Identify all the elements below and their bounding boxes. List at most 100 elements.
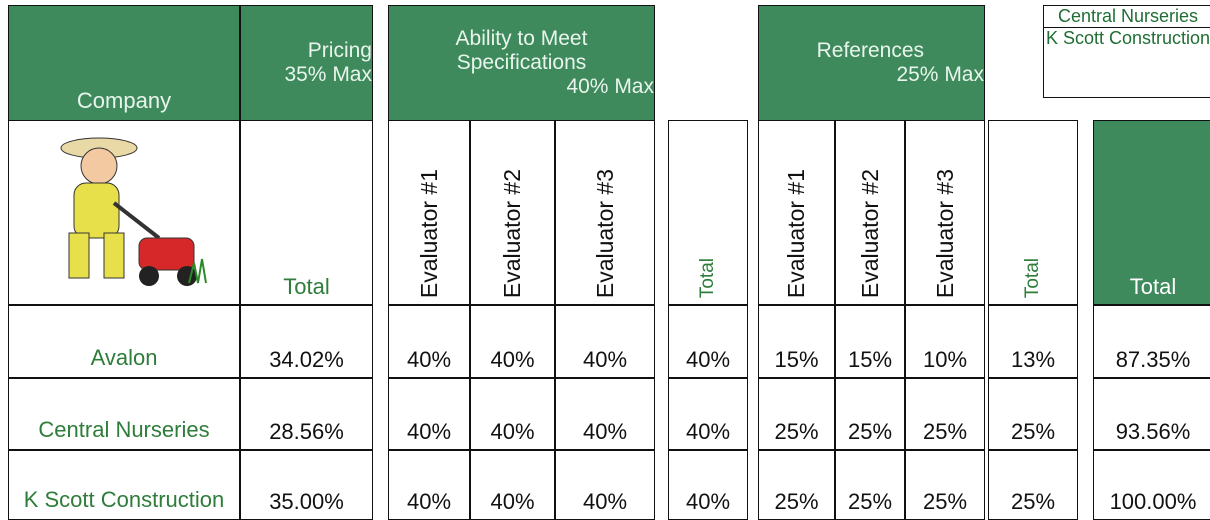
value-cell: 40% [668, 305, 748, 378]
company-cell: K Scott Construction [8, 450, 240, 520]
header-max: 40% Max [566, 75, 654, 99]
value-text: 25% [848, 489, 892, 515]
legend-item: Central Nurseries [1044, 6, 1210, 28]
value-text: 15% [848, 347, 892, 373]
value-cell: 93.56% [1093, 378, 1210, 450]
subheader-text: Total [1022, 252, 1044, 304]
value-text: 40% [407, 489, 451, 515]
subheader-cell: Total [668, 120, 748, 305]
subheader-text: Evaluator #3 [932, 163, 959, 304]
header-max: 25% Max [896, 63, 984, 87]
value-text: 40% [583, 347, 627, 373]
subheader-cell: Evaluator #3 [555, 120, 655, 305]
company-cell: Central Nurseries [8, 378, 240, 450]
mower-cartoon [29, 128, 219, 298]
value-text: 15% [774, 347, 818, 373]
value-cell: 100.00% [1093, 450, 1210, 520]
subheader-cell: Total [988, 120, 1078, 305]
value-cell: 40% [470, 305, 555, 378]
value-cell: 40% [555, 305, 655, 378]
value-text: 13% [1011, 347, 1055, 373]
value-cell: 25% [988, 378, 1078, 450]
value-cell: 40% [470, 450, 555, 520]
subheader-text: Total [283, 274, 329, 300]
subheader-cell: Evaluator #1 [758, 120, 835, 305]
header-text: Ability to Meet Specifications [389, 27, 654, 75]
value-cell: 15% [758, 305, 835, 378]
value-text: 87.35% [1116, 347, 1191, 373]
value-text: 25% [774, 419, 818, 445]
company-cell: Avalon [8, 305, 240, 378]
subheader-cell: Evaluator #3 [905, 120, 985, 305]
value-cell: 40% [668, 450, 748, 520]
value-text: 40% [490, 489, 534, 515]
company-name: Central Nurseries [30, 416, 217, 445]
value-cell: 25% [988, 450, 1078, 520]
value-cell: 40% [388, 450, 470, 520]
company-name: K Scott Construction [16, 486, 233, 515]
value-cell: 40% [470, 378, 555, 450]
value-cell: 25% [758, 450, 835, 520]
value-cell: 10% [905, 305, 985, 378]
subheader-text: Total [1130, 274, 1176, 300]
value-cell: 25% [835, 450, 905, 520]
value-cell: 25% [758, 378, 835, 450]
subheader-cell: Total [240, 120, 373, 305]
value-cell: 40% [668, 378, 748, 450]
value-text: 40% [407, 347, 451, 373]
subheader-text: Evaluator #3 [592, 163, 619, 304]
header-max: 35% Max [284, 63, 372, 87]
legend-box: Central Nurseries K Scott Construction [1043, 5, 1210, 98]
subheader-cell: Evaluator #2 [835, 120, 905, 305]
value-cell: 28.56% [240, 378, 373, 450]
value-text: 25% [848, 419, 892, 445]
value-text: 25% [1011, 419, 1055, 445]
value-text: 93.56% [1116, 419, 1191, 445]
subheader-cell: Evaluator #2 [470, 120, 555, 305]
legend-item: K Scott Construction [1044, 28, 1210, 49]
value-text: 10% [923, 347, 967, 373]
logo-cell [8, 120, 240, 305]
value-cell: 40% [388, 378, 470, 450]
subheader-text: Evaluator #1 [416, 163, 443, 304]
value-cell: 40% [388, 305, 470, 378]
value-cell: 13% [988, 305, 1078, 378]
value-cell: 40% [555, 450, 655, 520]
value-text: 25% [1011, 489, 1055, 515]
value-text: 40% [583, 489, 627, 515]
value-cell: 35.00% [240, 450, 373, 520]
header-text: Company [77, 88, 171, 116]
subheader-cell: Evaluator #1 [388, 120, 470, 305]
value-text: 40% [407, 419, 451, 445]
value-cell: 34.02% [240, 305, 373, 378]
value-text: 40% [583, 419, 627, 445]
header-text: References [758, 39, 984, 63]
value-cell: 87.35% [1093, 305, 1210, 378]
header-text: Pricing [308, 39, 372, 63]
value-text: 40% [686, 347, 730, 373]
header-cell: Company [8, 5, 240, 121]
value-text: 35.00% [269, 489, 344, 515]
value-text: 25% [774, 489, 818, 515]
value-text: 34.02% [269, 347, 344, 373]
page: Central Nurseries K Scott Construction (… [0, 0, 1210, 518]
value-text: 40% [686, 489, 730, 515]
subheader-text: Total [697, 252, 719, 304]
subheader-text: Evaluator #1 [783, 163, 810, 304]
value-text: 40% [686, 419, 730, 445]
subheader-cell: Total [1093, 120, 1210, 305]
value-text: 40% [490, 419, 534, 445]
value-text: 40% [490, 347, 534, 373]
company-name: Avalon [83, 344, 166, 373]
value-text: 25% [923, 419, 967, 445]
subheader-text: Evaluator #2 [857, 163, 884, 304]
value-cell: 25% [835, 378, 905, 450]
value-text: 25% [923, 489, 967, 515]
value-text: 28.56% [269, 419, 344, 445]
value-cell: 40% [555, 378, 655, 450]
value-cell: 25% [905, 378, 985, 450]
value-text: 100.00% [1110, 489, 1197, 515]
